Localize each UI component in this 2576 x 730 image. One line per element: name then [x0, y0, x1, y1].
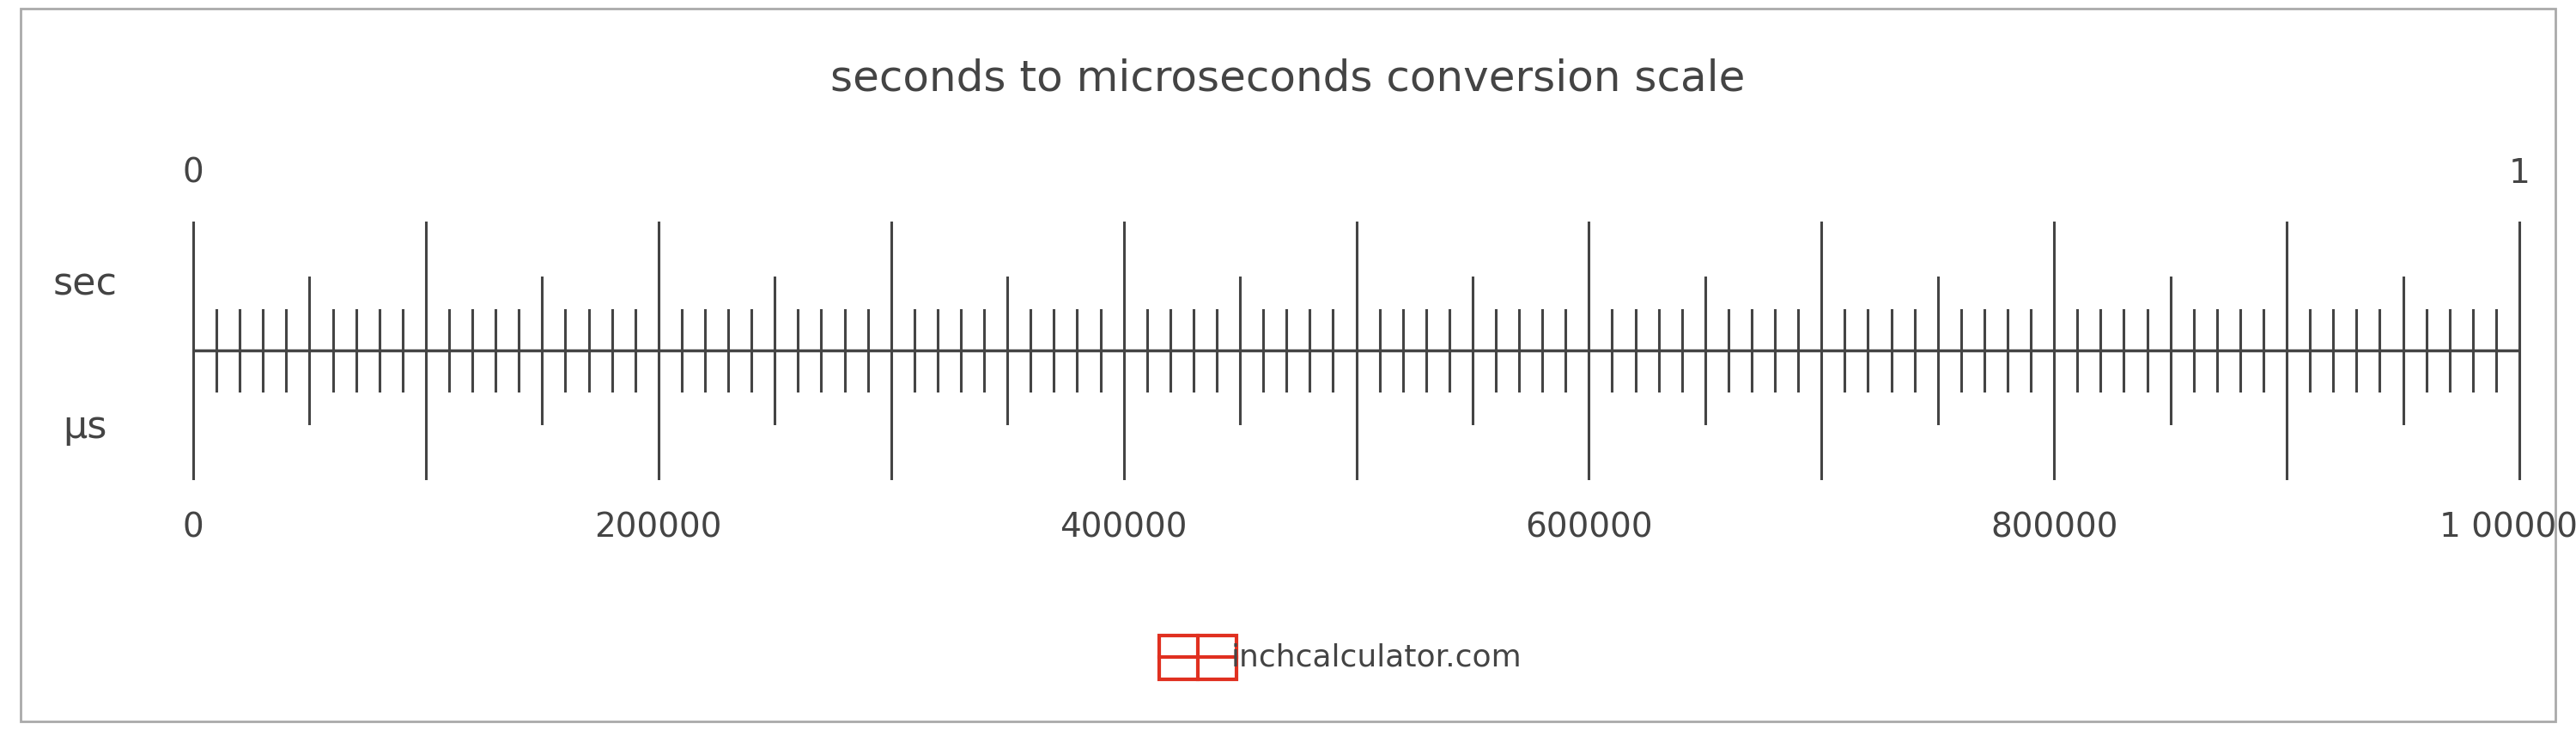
- Text: 400000: 400000: [1059, 511, 1188, 544]
- Text: inchcalculator.com: inchcalculator.com: [1231, 642, 1522, 672]
- Text: 600000: 600000: [1525, 511, 1654, 544]
- Text: 200000: 200000: [595, 511, 721, 544]
- Text: 800000: 800000: [1991, 511, 2117, 544]
- Text: 1 000000: 1 000000: [2439, 511, 2576, 544]
- Text: seconds to microseconds conversion scale: seconds to microseconds conversion scale: [829, 58, 1747, 99]
- Text: 0: 0: [183, 157, 204, 190]
- Text: 1: 1: [2509, 157, 2530, 190]
- Text: 0: 0: [183, 511, 204, 544]
- Text: μs: μs: [62, 409, 108, 445]
- Text: sec: sec: [52, 266, 118, 303]
